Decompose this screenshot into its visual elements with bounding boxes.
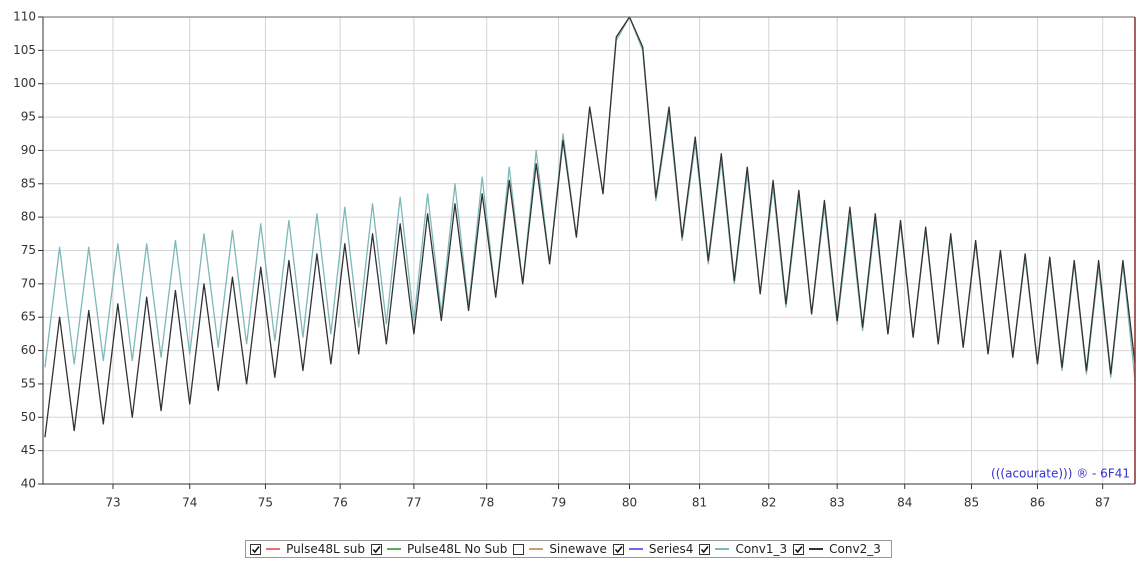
legend-swatch [628, 548, 643, 550]
legend-swatch [809, 548, 824, 550]
y-tick-label: 110 [13, 10, 36, 24]
x-tick-label: 82 [761, 496, 776, 510]
x-tick-label: 76 [333, 496, 348, 510]
y-tick-label: 55 [21, 376, 36, 390]
y-tick-label: 50 [21, 410, 36, 424]
legend-checkbox[interactable] [612, 543, 624, 555]
x-tick-label: 73 [105, 496, 120, 510]
legend-swatch [266, 548, 281, 550]
check-mark-path [701, 545, 710, 553]
legend-item: Pulse48L sub [250, 542, 365, 556]
legend-label: Series4 [648, 542, 694, 556]
legend-checkbox[interactable] [513, 543, 525, 555]
legend-checkbox[interactable] [250, 543, 262, 555]
x-tick-label: 77 [406, 496, 421, 510]
check-mark [372, 545, 381, 553]
legend-label: Sinewave [549, 542, 607, 556]
legend-item: Conv2_3 [793, 542, 881, 556]
x-tick-label: 86 [1030, 496, 1045, 510]
x-tick-label: 87 [1095, 496, 1110, 510]
legend-item: Series4 [612, 542, 694, 556]
x-tick-label: 78 [479, 496, 494, 510]
x-tick-label: 81 [692, 496, 707, 510]
watermark: (((acourate))) ® - 6F41 [991, 467, 1130, 481]
x-tick-label: 83 [830, 496, 845, 510]
legend-swatch [715, 548, 730, 550]
legend-label: Conv2_3 [829, 542, 881, 556]
x-tick-label: 84 [897, 496, 912, 510]
y-tick-label: 105 [13, 43, 36, 57]
legend-checkbox[interactable] [699, 543, 711, 555]
x-tick-label: 85 [964, 496, 979, 510]
y-tick-label: 95 [21, 110, 36, 124]
x-tick-label: 74 [182, 496, 197, 510]
series-line [44, 17, 1135, 438]
legend: Pulse48L sub Pulse48L No Sub Sinewave Serie… [0, 540, 1137, 558]
y-tick-label: 80 [21, 210, 36, 224]
y-tick-label: 60 [21, 343, 36, 357]
check-mark-path [372, 545, 381, 553]
legend-swatch [529, 548, 544, 550]
check-mark-path [795, 545, 803, 553]
check-mark-path [614, 545, 623, 553]
legend-label: Pulse48L sub [286, 542, 365, 556]
y-tick-label: 100 [13, 76, 36, 90]
x-tick-label: 80 [622, 496, 637, 510]
lines [44, 17, 1135, 438]
y-tick-label: 75 [21, 243, 36, 257]
check-mark-path [252, 545, 260, 553]
legend-label: Conv1_3 [735, 542, 788, 556]
y-tick-label: 90 [21, 143, 36, 157]
legend-swatch [386, 548, 401, 550]
x-tick-label: 75 [258, 496, 273, 510]
check-mark [614, 545, 623, 553]
x-tick-label: 79 [551, 496, 566, 510]
y-tick-label: 70 [21, 276, 36, 290]
legend-label: Pulse48L No Sub [406, 542, 508, 556]
y-tick-label: 85 [21, 176, 36, 190]
y-tick-label: 45 [21, 443, 36, 457]
y-tick-label: 65 [21, 310, 36, 324]
legend-checkbox[interactable] [370, 543, 382, 555]
check-mark [252, 545, 260, 553]
y-tick-label: 40 [21, 477, 36, 491]
legend-box: Pulse48L sub Pulse48L No Sub Sinewave Serie… [245, 540, 892, 558]
chart: (((acourate))) ® - 6F41 40 45 50 55 60 65 70 75… [13, 10, 1136, 510]
legend-item: Pulse48L No Sub [370, 542, 508, 556]
check-mark [795, 545, 803, 553]
legend-checkbox[interactable] [793, 543, 805, 555]
legend-item: Sinewave [513, 542, 607, 556]
check-mark [701, 545, 710, 553]
legend-item: Conv1_3 [699, 542, 787, 556]
